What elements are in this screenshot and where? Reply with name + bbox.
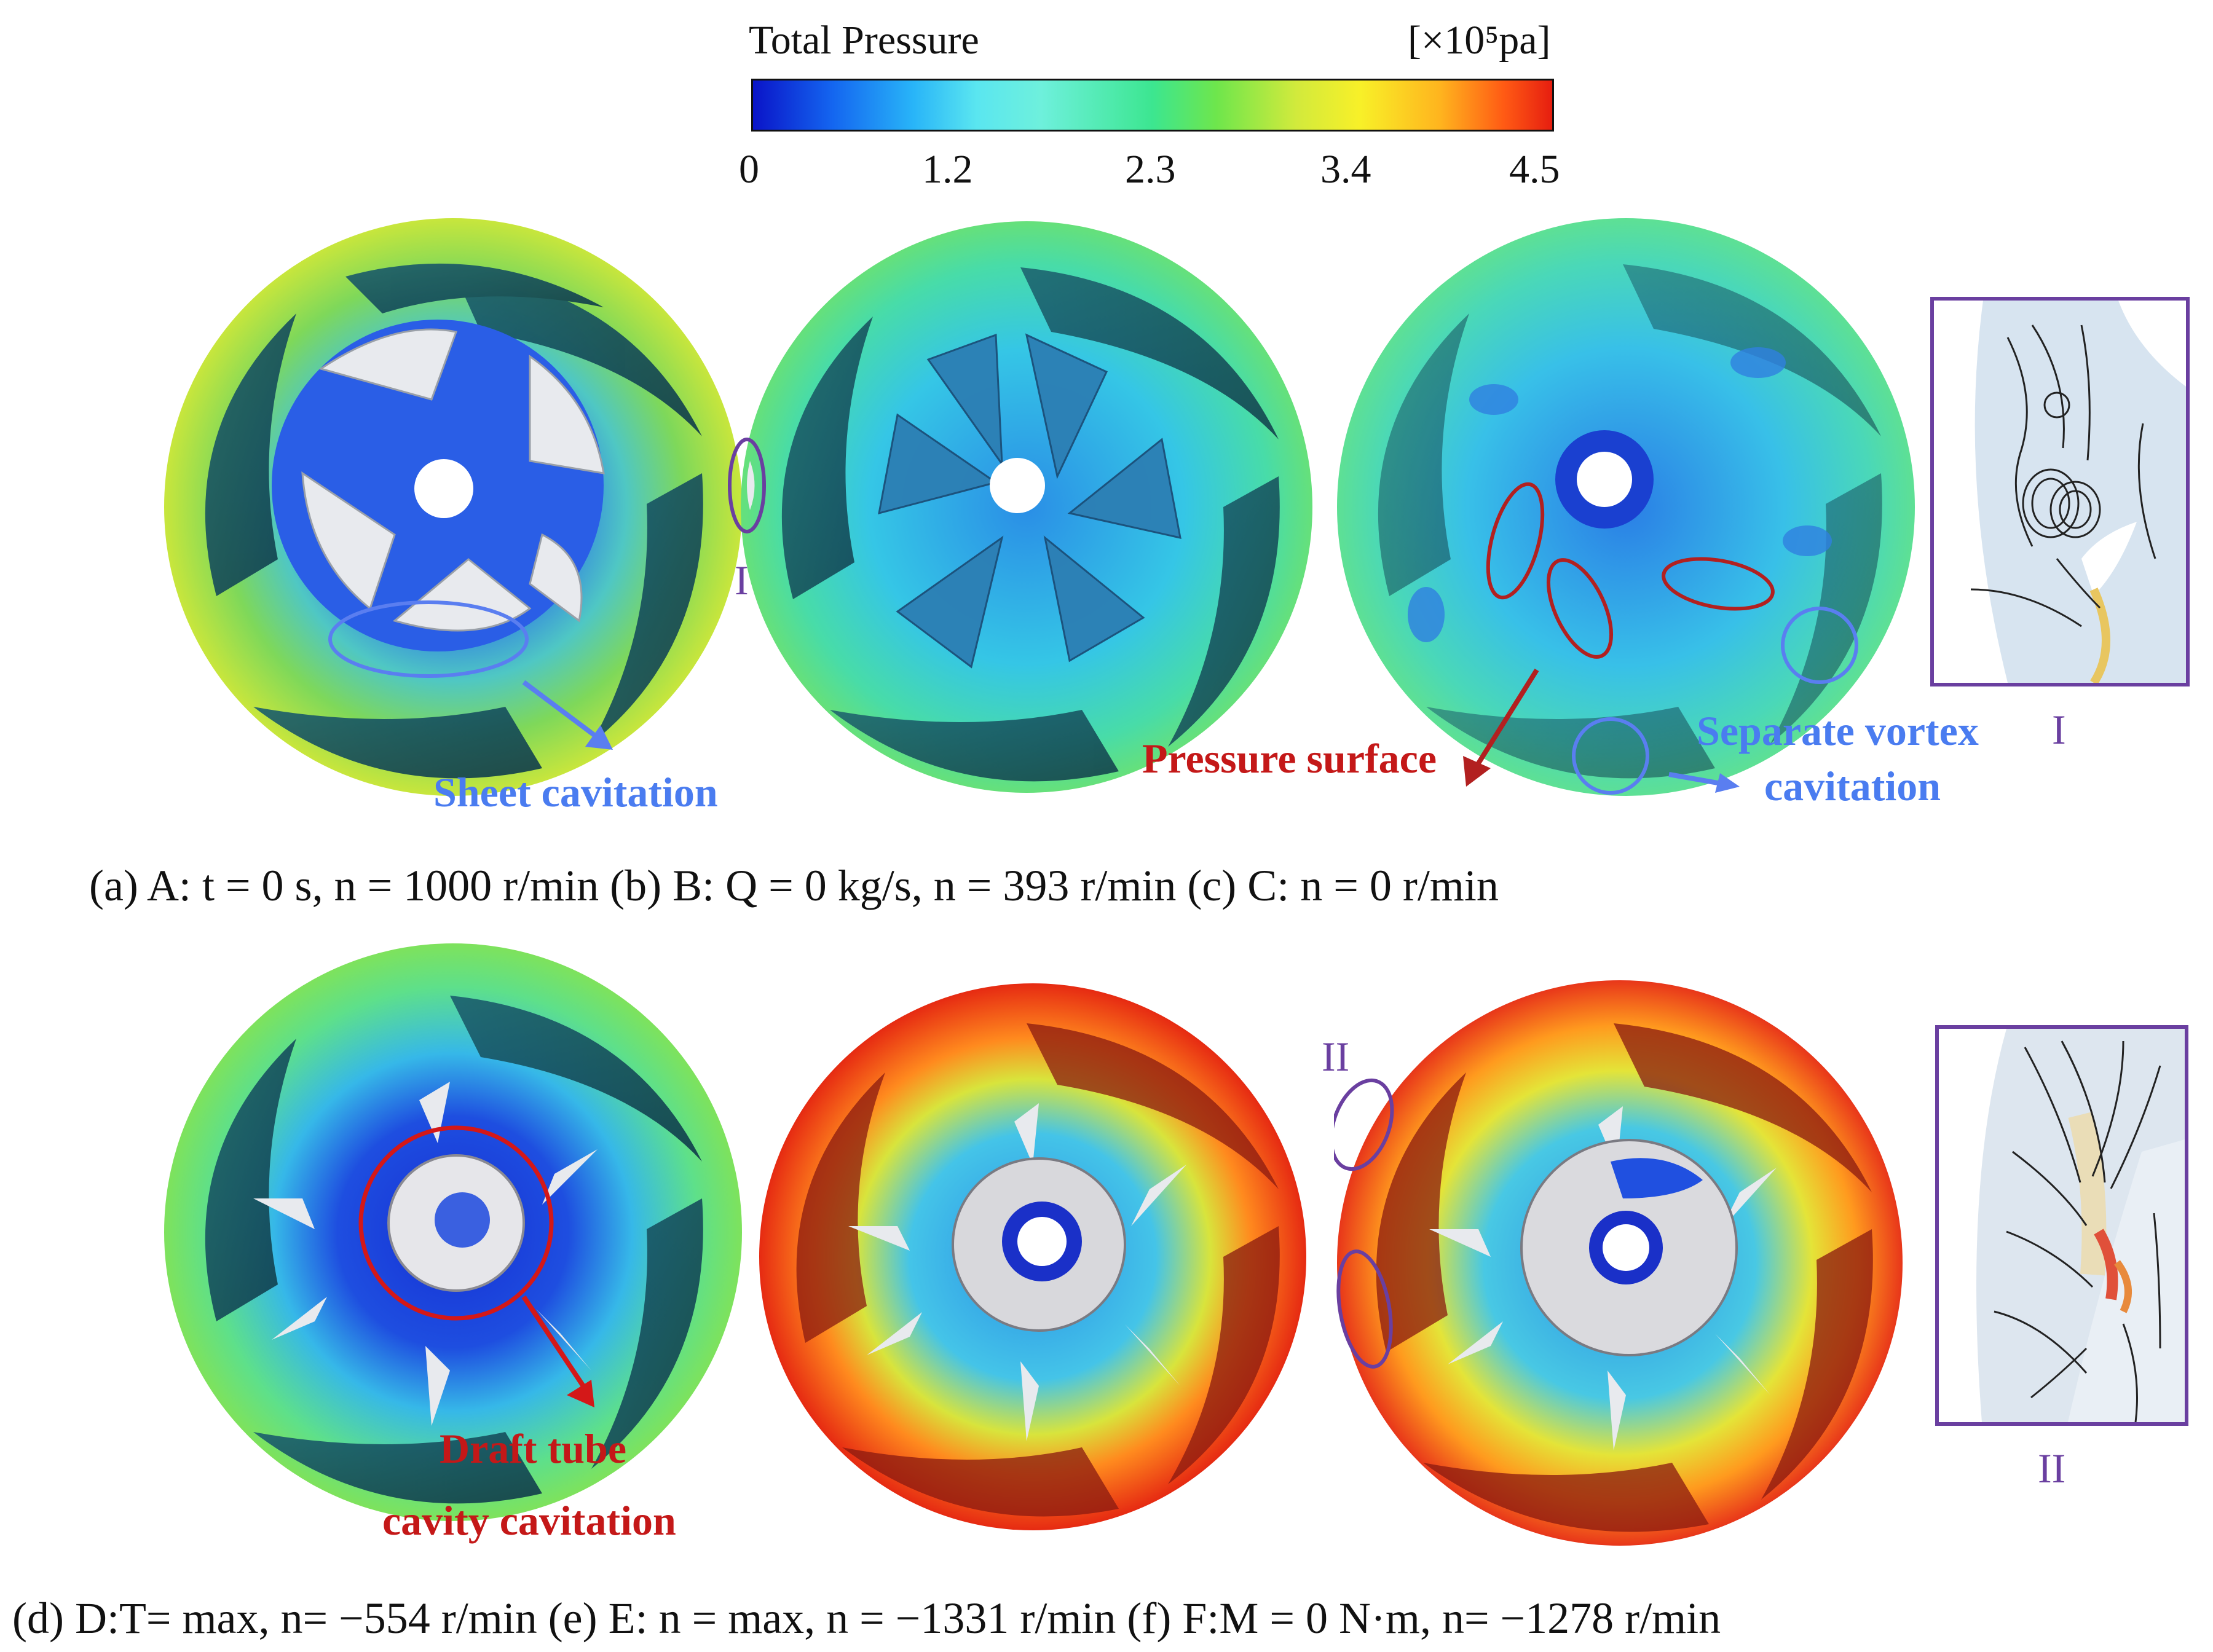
sheet-cavitation-ellipse	[328, 600, 529, 678]
region-I-marker	[728, 438, 766, 533]
label-roman-II-inset: II	[2038, 1445, 2066, 1492]
annotation-separate-vortex-line2: cavitation	[1764, 763, 1941, 809]
annotation-separate-vortex: Separate vortex	[1697, 707, 1979, 754]
annotation-sheet-cavitation: Sheet cavitation	[433, 769, 718, 816]
colorbar-unit: [×10⁵pa]	[1408, 18, 1551, 63]
colorbar-tick: 1.2	[922, 147, 973, 192]
colorbar-tick: 4.5	[1509, 147, 1560, 192]
runner-e	[759, 983, 1306, 1530]
label-roman-II: II	[1322, 1033, 1350, 1080]
label-roman-I: I	[735, 557, 749, 604]
runner-a	[164, 218, 742, 796]
runner-d	[164, 943, 742, 1521]
runner-c	[1337, 218, 1915, 796]
colorbar-tick: 2.3	[1125, 147, 1176, 192]
sheet-cavitation-arrow	[522, 680, 599, 740]
colorbar-tick: 0	[739, 147, 759, 192]
colorbar-title: Total Pressure	[749, 18, 979, 63]
inset-II	[1935, 1025, 2188, 1426]
caption-row-2: (d) D:T= max, n= −554 r/min (e) E: n = m…	[12, 1594, 1721, 1643]
caption-row-1: (a) A: t = 0 s, n = 1000 r/min (b) B: Q …	[89, 861, 1499, 910]
colorbar	[751, 79, 1554, 132]
annotation-draft-tube: Draft tube	[440, 1425, 627, 1472]
separate-vortex-arrow	[1668, 772, 1740, 793]
runner-b	[741, 221, 1312, 793]
runner-f	[1334, 980, 1903, 1546]
colorbar-tick: 3.4	[1320, 147, 1371, 192]
annotation-draft-tube-line2: cavity cavitation	[382, 1497, 676, 1544]
inset-I	[1930, 297, 2190, 686]
annotation-pressure-surface: Pressure surface	[1142, 735, 1437, 782]
label-roman-I-inset: I	[2052, 706, 2066, 753]
